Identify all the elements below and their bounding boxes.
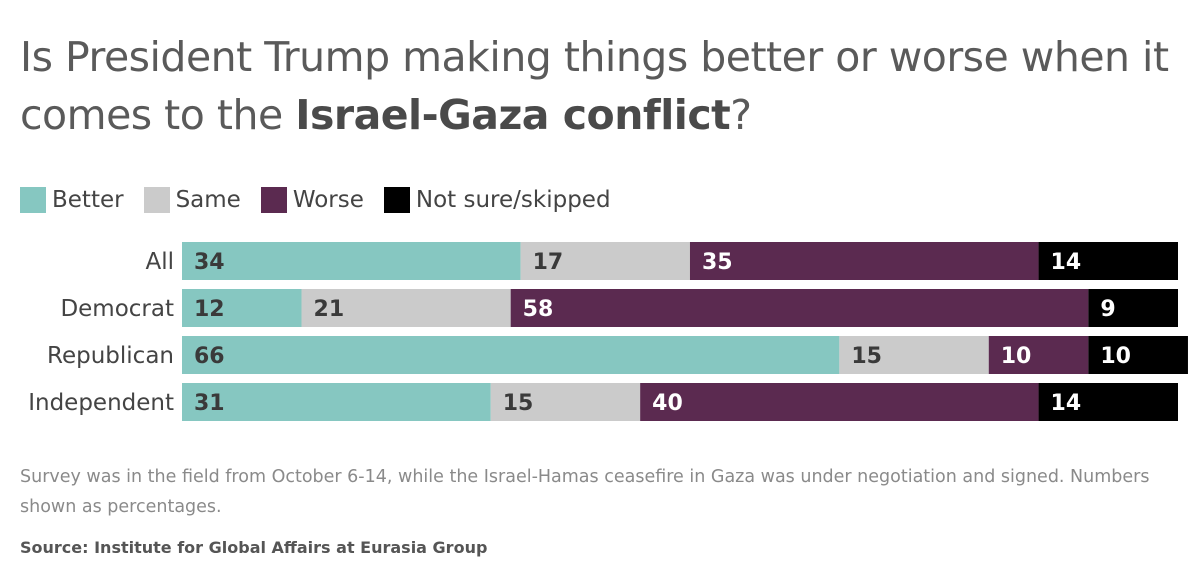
data-label-better-all: 34 (194, 250, 225, 275)
legend-label-same: Same (175, 187, 241, 213)
bar-not-sure-all (1038, 242, 1178, 280)
legend-swatch-not-sure (383, 187, 410, 213)
bar-not-sure-independent (1038, 383, 1178, 421)
bar-same-democrat (301, 289, 511, 327)
data-label-not-sure-republican: 10 (1100, 344, 1131, 369)
bar-not-sure-republican (1088, 336, 1188, 374)
data-label-worse-independent: 40 (652, 391, 683, 416)
legend-swatch-worse (260, 187, 287, 213)
data-label-same-republican: 15 (851, 344, 882, 369)
bar-better-democrat (182, 289, 302, 327)
data-label-better-independent: 31 (194, 391, 225, 416)
category-label-republican: Republican (47, 343, 174, 369)
data-label-worse-all: 35 (702, 250, 733, 275)
chart-title: Is President Trump making things better … (20, 28, 1180, 144)
bar-worse-democrat (510, 289, 1089, 327)
bar-better-independent (182, 383, 491, 421)
legend-item-worse: Worse (260, 187, 364, 213)
legend: Better Same Worse Not sure/skipped (20, 184, 631, 216)
bar-better-republican (182, 336, 840, 374)
data-label-not-sure-all: 14 (1051, 250, 1082, 275)
legend-label-worse: Worse (292, 187, 364, 213)
title-bold-text: Israel-Gaza conflict (295, 91, 731, 139)
bar-same-all (520, 242, 690, 280)
title-text: Is President Trump making things better … (20, 33, 1169, 139)
legend-swatch-better (20, 187, 46, 213)
data-label-worse-democrat: 58 (523, 297, 554, 322)
legend-item-better: Better (20, 187, 124, 213)
source-credit: Source: Institute for Global Affairs at … (20, 538, 488, 557)
footnote: Survey was in the field from October 6-1… (20, 467, 1150, 517)
legend-swatch-same (143, 187, 170, 213)
data-label-same-democrat: 21 (314, 297, 345, 322)
legend-item-same: Same (143, 187, 241, 213)
data-label-not-sure-democrat: 9 (1100, 297, 1115, 322)
data-label-same-independent: 15 (503, 391, 534, 416)
legend-label-not-sure: Not sure/skipped (415, 187, 611, 213)
bar-same-republican (839, 336, 989, 374)
title-end: ? (730, 91, 752, 139)
stacked-bar-chart: All 34 17 35 14 Democrat 12 21 58 9 Republican 66 15… (28, 242, 1188, 421)
category-label-all: All (145, 249, 174, 275)
category-label-democrat: Democrat (60, 296, 174, 322)
bar-better-all (182, 242, 521, 280)
data-label-same-all: 17 (533, 250, 564, 275)
bar-not-sure-democrat (1088, 289, 1178, 327)
bar-worse-independent (640, 383, 1039, 421)
bar-same-independent (490, 383, 641, 421)
legend-label-better: Better (52, 187, 124, 213)
data-label-not-sure-independent: 14 (1051, 391, 1082, 416)
bar-worse-republican (988, 336, 1089, 374)
category-label-independent: Independent (28, 390, 174, 416)
bar-worse-all (689, 242, 1039, 280)
data-label-better-republican: 66 (194, 344, 225, 369)
data-label-worse-republican: 10 (1001, 344, 1032, 369)
legend-item-not-sure: Not sure/skipped (383, 187, 611, 213)
data-label-better-democrat: 12 (194, 297, 225, 322)
